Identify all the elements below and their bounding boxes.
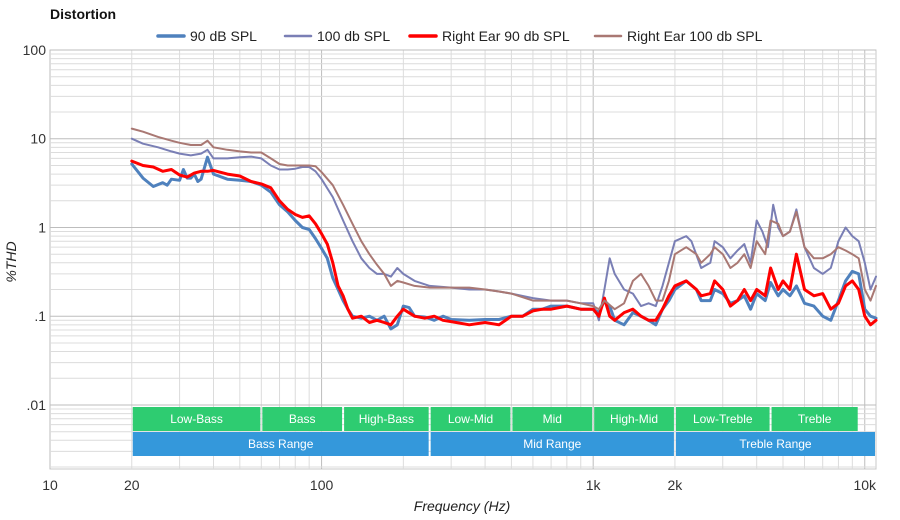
- grid: [49, 49, 877, 470]
- series-lines: [130, 127, 878, 331]
- y-tick-label: 10: [30, 131, 46, 147]
- series-line: [130, 137, 877, 322]
- x-axis-label: Frequency (Hz): [414, 498, 510, 514]
- y-axis-label: %THD: [3, 241, 19, 282]
- legend: 90 dB SPL 100 db SPL Right Ear 90 db SPL Ri…: [156, 28, 763, 44]
- sub-band: [771, 407, 858, 431]
- y-tick-label: .01: [27, 397, 47, 413]
- sub-band: [344, 407, 429, 431]
- x-tick-label: 10: [42, 477, 58, 493]
- legend-label: Right Ear 100 db SPL: [627, 28, 763, 44]
- range-band-label: Treble Range: [739, 437, 812, 451]
- y-tick-label: .1: [34, 308, 46, 324]
- axes: 10 20 100 1k 2k 10k 100 10 1 .1 .01: [23, 42, 877, 493]
- y-tick-label: 100: [23, 42, 47, 58]
- sub-band-label: High-Mid: [610, 412, 658, 426]
- sub-band-label: Low-Mid: [448, 412, 493, 426]
- range-band: [675, 432, 875, 456]
- sub-band: [430, 407, 511, 431]
- x-tick-label: 2k: [668, 477, 684, 493]
- legend-label: Right Ear 90 db SPL: [442, 28, 570, 44]
- sub-band: [132, 407, 261, 431]
- frequency-bands: Low-Bass Bass High-Bass Low-Mid Mid High-Mid L…: [132, 407, 875, 456]
- x-tick-label: 1k: [586, 477, 602, 493]
- sub-band: [262, 407, 343, 431]
- sub-band-label: High-Bass: [359, 412, 414, 426]
- sub-band: [512, 407, 593, 431]
- legend-label: 90 dB SPL: [190, 28, 257, 44]
- range-band: [132, 432, 429, 456]
- range-band-label: Mid Range: [523, 437, 581, 451]
- range-band: [430, 432, 674, 456]
- series-line: [130, 159, 878, 327]
- sub-band-label: Low-Bass: [170, 412, 223, 426]
- sub-band: [675, 407, 770, 431]
- sub-band-label: Low-Treble: [693, 412, 753, 426]
- x-tick-label: 20: [124, 477, 140, 493]
- range-band-label: Bass Range: [248, 437, 314, 451]
- x-tick-label: 10k: [853, 477, 877, 493]
- chart-title: Distortion: [50, 6, 116, 22]
- sub-band-label: Bass: [289, 412, 316, 426]
- series-line: [130, 155, 878, 331]
- sub-band: [594, 407, 674, 431]
- legend-label: 100 db SPL: [317, 28, 390, 44]
- x-tick-label: 100: [310, 477, 334, 493]
- y-tick-label: 1: [38, 219, 46, 235]
- series-line: [130, 127, 877, 311]
- sub-band-label: Treble: [798, 412, 832, 426]
- sub-band-label: Mid: [543, 412, 562, 426]
